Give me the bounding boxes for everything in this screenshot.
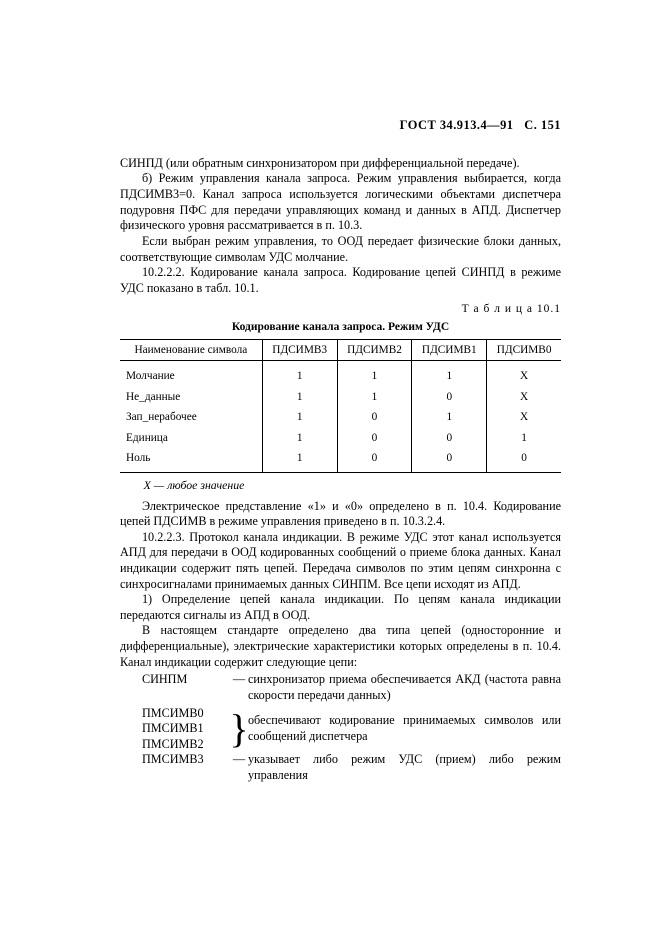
definition-list: СИНПМ — синхронизатор приема обеспечивае…: [120, 672, 561, 783]
table-col-0: Наименование символа: [120, 339, 262, 360]
paragraph-8: В настоящем стандарте определено два тип…: [120, 623, 561, 670]
def-term: ПМСИМВ0: [142, 706, 230, 722]
def-desc: указывает либо режим УДС (прием) либо ре…: [248, 752, 561, 783]
paragraph-1: СИНПД (или обратным синхронизатором при …: [120, 156, 561, 172]
table-col-4: ПДСИМВ0: [487, 339, 561, 360]
def-dash: —: [230, 672, 248, 688]
table-caption: Т а б л и ц а 10.1: [120, 302, 561, 317]
def-row-pmsimv3: ПМСИМВ3 — указывает либо режим УДС (прие…: [120, 752, 561, 783]
def-brace-group: ПМСИМВ0 ПМСИМВ1 ПМСИМВ2 } обеспечивают к…: [120, 706, 561, 753]
def-brace-desc: обеспечивают кодирование принимаемых сим…: [248, 706, 561, 753]
page-number: С. 151: [524, 118, 561, 132]
def-dash: —: [230, 752, 248, 768]
table-row: Зап_нерабочее 1 0 1 X: [120, 407, 561, 427]
def-term: ПМСИМВ2: [142, 737, 230, 753]
paragraph-3: Если выбран режим управления, то ООД пер…: [120, 234, 561, 265]
def-brace-terms: ПМСИМВ0 ПМСИМВ1 ПМСИМВ2: [120, 706, 230, 753]
table-col-2: ПДСИМВ2: [337, 339, 412, 360]
brace-icon: }: [230, 706, 248, 753]
table-title: Кодирование канала запроса. Режим УДС: [120, 320, 561, 335]
table-row: Молчание 1 1 1 X: [120, 361, 561, 387]
def-desc: синхронизатор приема обеспечивается АКД …: [248, 672, 561, 703]
page: ГОСТ 34.913.4—91 С. 151 СИНПД (или обрат…: [0, 0, 661, 935]
paragraph-5: Электрическое представление «1» и «0» оп…: [120, 499, 561, 530]
table-row: Единица 1 0 0 1: [120, 428, 561, 448]
table-body: Молчание 1 1 1 X Не_данные 1 1 0 X Зап_н…: [120, 361, 561, 472]
paragraph-7: 1) Определение цепей канала индикации. П…: [120, 592, 561, 623]
paragraph-4: 10.2.2.2. Кодирование канала запроса. Ко…: [120, 265, 561, 296]
def-term: ПМСИМВ1: [142, 721, 230, 737]
encoding-table: Наименование символа ПДСИМВ3 ПДСИМВ2 ПДС…: [120, 339, 561, 473]
def-term: СИНПМ: [120, 672, 230, 688]
paragraph-6: 10.2.2.3. Протокол канала индикации. В р…: [120, 530, 561, 592]
table-note: X — любое значение: [120, 478, 561, 493]
table-col-3: ПДСИМВ1: [412, 339, 487, 360]
page-header: ГОСТ 34.913.4—91 С. 151: [120, 118, 561, 134]
def-row-sinpm: СИНПМ — синхронизатор приема обеспечивае…: [120, 672, 561, 703]
table-header-row: Наименование символа ПДСИМВ3 ПДСИМВ2 ПДС…: [120, 339, 561, 360]
doc-number: ГОСТ 34.913.4—91: [400, 118, 514, 132]
def-term: ПМСИМВ3: [120, 752, 230, 768]
table-row: Ноль 1 0 0 0: [120, 448, 561, 472]
paragraph-2: б) Режим управления канала запроса. Режи…: [120, 171, 561, 233]
table-col-1: ПДСИМВ3: [262, 339, 337, 360]
table-row: Не_данные 1 1 0 X: [120, 387, 561, 407]
